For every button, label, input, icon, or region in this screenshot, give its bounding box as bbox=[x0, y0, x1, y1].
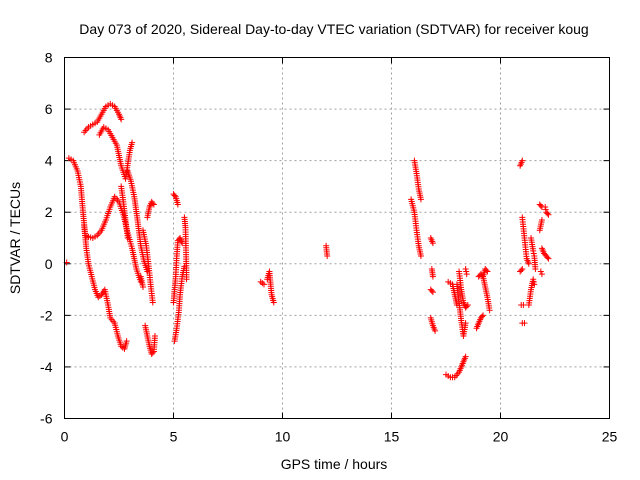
data-point bbox=[432, 327, 439, 334]
data-point bbox=[429, 273, 436, 280]
data-point bbox=[530, 278, 537, 285]
data-point bbox=[171, 192, 178, 199]
data-point bbox=[530, 276, 537, 283]
data-point bbox=[462, 320, 469, 327]
data-point bbox=[129, 139, 136, 146]
data-point bbox=[531, 281, 538, 288]
data-point bbox=[538, 216, 545, 223]
data-point bbox=[149, 299, 156, 306]
data-point bbox=[417, 196, 424, 203]
x-tick-label: 20 bbox=[493, 429, 509, 445]
y-tick-label: 0 bbox=[45, 256, 53, 272]
data-point bbox=[518, 267, 525, 274]
y-tick-label: -2 bbox=[40, 307, 53, 323]
data-point bbox=[542, 206, 549, 213]
data-point bbox=[542, 204, 549, 211]
data-point bbox=[463, 271, 470, 278]
data-point bbox=[429, 289, 436, 296]
data-point bbox=[151, 332, 158, 339]
data-point bbox=[521, 320, 528, 327]
data-point bbox=[464, 302, 471, 309]
data-point bbox=[544, 254, 551, 261]
data-point bbox=[428, 287, 435, 294]
data-point bbox=[139, 283, 146, 290]
y-tick-label: -4 bbox=[40, 359, 53, 375]
y-tick-label: 4 bbox=[45, 153, 53, 169]
data-point bbox=[519, 157, 526, 164]
y-tick-label: -6 bbox=[40, 411, 53, 427]
data-point bbox=[150, 201, 157, 208]
data-point bbox=[463, 303, 470, 310]
data-point bbox=[538, 271, 545, 278]
data-point bbox=[417, 253, 424, 260]
x-tick-label: 25 bbox=[602, 429, 618, 445]
data-point bbox=[260, 281, 267, 288]
data-point bbox=[149, 349, 156, 356]
x-tick-label: 0 bbox=[61, 429, 69, 445]
data-point bbox=[484, 268, 491, 275]
data-point bbox=[174, 201, 181, 208]
data-point bbox=[483, 267, 490, 274]
data-point bbox=[530, 247, 537, 254]
data-point bbox=[478, 313, 485, 320]
data-point bbox=[118, 116, 125, 123]
y-axis-label: SDTVAR / TECUs bbox=[7, 182, 23, 294]
data-point bbox=[183, 276, 190, 283]
y-tick-label: 2 bbox=[45, 204, 53, 220]
x-tick-label: 5 bbox=[170, 429, 178, 445]
chart-title: Day 073 of 2020, Sidereal Day-to-day VTE… bbox=[79, 21, 588, 37]
data-point bbox=[462, 265, 469, 272]
data-point bbox=[532, 265, 539, 272]
x-tick-label: 15 bbox=[384, 429, 400, 445]
data-points bbox=[63, 100, 552, 381]
data-point bbox=[537, 268, 544, 275]
x-axis-label: GPS time / hours bbox=[281, 456, 388, 472]
y-tick-label: 6 bbox=[45, 101, 53, 117]
data-point bbox=[544, 210, 551, 217]
data-point bbox=[463, 268, 470, 275]
data-point bbox=[270, 299, 277, 306]
data-point bbox=[149, 200, 156, 207]
data-point bbox=[462, 353, 469, 360]
data-point bbox=[519, 265, 526, 272]
data-point bbox=[480, 312, 487, 319]
data-point bbox=[537, 202, 544, 209]
data-point bbox=[429, 240, 436, 247]
y-tick-label: 8 bbox=[45, 50, 53, 66]
gridlines bbox=[64, 57, 610, 419]
data-point bbox=[545, 255, 552, 262]
data-point bbox=[124, 235, 131, 241]
data-point bbox=[486, 307, 493, 314]
plot-frame bbox=[64, 57, 610, 419]
data-point bbox=[123, 338, 130, 345]
data-point bbox=[525, 260, 532, 267]
x-tick-label: 10 bbox=[275, 429, 291, 445]
data-point bbox=[520, 302, 527, 309]
data-point bbox=[530, 250, 537, 257]
data-point bbox=[324, 253, 331, 260]
data-point bbox=[545, 211, 552, 218]
